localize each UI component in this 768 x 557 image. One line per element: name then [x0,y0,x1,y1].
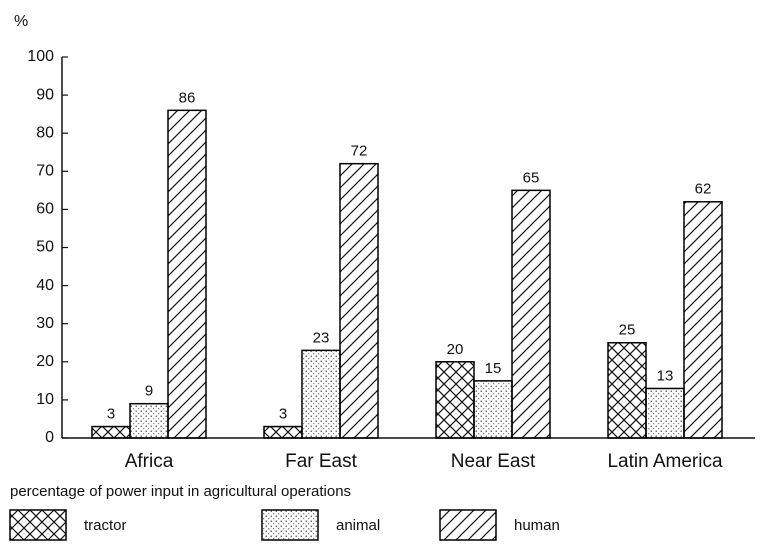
y-tick-label: 70 [36,163,54,180]
bar [683,201,723,439]
data-label: 25 [619,322,636,339]
legend-swatch [439,509,497,541]
x-tick-label: Far East [285,451,358,472]
bar [263,425,303,439]
data-label: 3 [279,406,287,423]
legend-label: tractor [84,517,127,534]
y-tick-label: 0 [45,429,54,446]
data-label: 9 [145,383,153,400]
y-axis-label: % [14,13,28,30]
y-tick-label: 10 [36,391,54,408]
y-tick-label: 90 [36,86,54,103]
bar [473,380,513,439]
x-tick-label: Africa [125,451,174,472]
data-label: 65 [523,169,540,186]
bar [91,425,131,439]
bar [301,349,341,439]
legend-swatch [261,509,319,541]
legend-label: human [514,517,560,534]
bar [607,342,647,439]
x-axis-caption: percentage of power input in agricultura… [10,483,351,500]
x-tick-label: Near East [451,451,536,472]
data-label: 20 [447,341,464,358]
data-label: 62 [695,181,712,198]
y-tick-label: 40 [36,277,54,294]
legend-swatch [9,509,67,541]
bar [339,162,379,439]
data-label: 3 [107,406,115,423]
bar [167,109,207,439]
y-tick-label: 50 [36,239,54,256]
legend-label: animal [336,517,380,534]
y-tick-label: 80 [36,124,54,141]
data-label: 86 [179,89,196,106]
y-tick-label: 20 [36,353,54,370]
data-label: 13 [657,367,674,384]
x-tick-label: Latin America [607,451,723,472]
data-label: 72 [351,143,368,160]
y-tick-label: 100 [27,48,54,65]
y-tick-label: 30 [36,315,54,332]
y-tick-label: 60 [36,201,54,218]
data-label: 15 [485,360,502,377]
bar [511,189,551,439]
bar [129,402,169,439]
bar [435,361,475,439]
bar [645,387,685,439]
data-label: 23 [313,329,330,346]
